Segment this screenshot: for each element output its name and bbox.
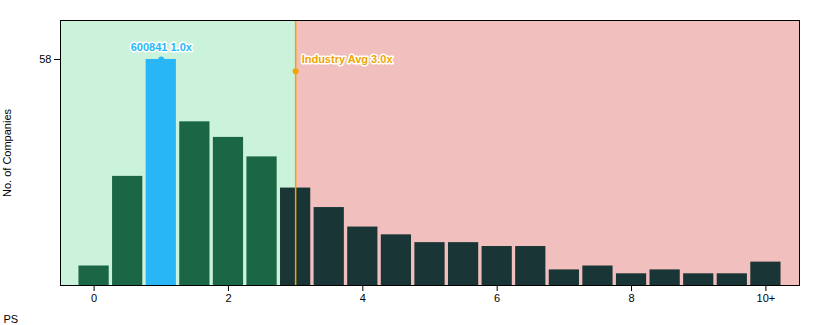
- svg-text:10+: 10+: [757, 292, 776, 304]
- svg-text:6: 6: [494, 292, 500, 304]
- svg-text:PS: PS: [4, 313, 19, 325]
- svg-text:600841 1.0x: 600841 1.0x: [131, 41, 193, 53]
- svg-text:No. of Companies: No. of Companies: [1, 108, 13, 197]
- svg-text:2: 2: [225, 292, 231, 304]
- svg-text:0: 0: [91, 292, 97, 304]
- svg-text:4: 4: [360, 292, 366, 304]
- svg-text:8: 8: [628, 292, 634, 304]
- svg-text:58: 58: [39, 53, 51, 65]
- svg-text:Industry Avg 3.0x: Industry Avg 3.0x: [302, 53, 394, 65]
